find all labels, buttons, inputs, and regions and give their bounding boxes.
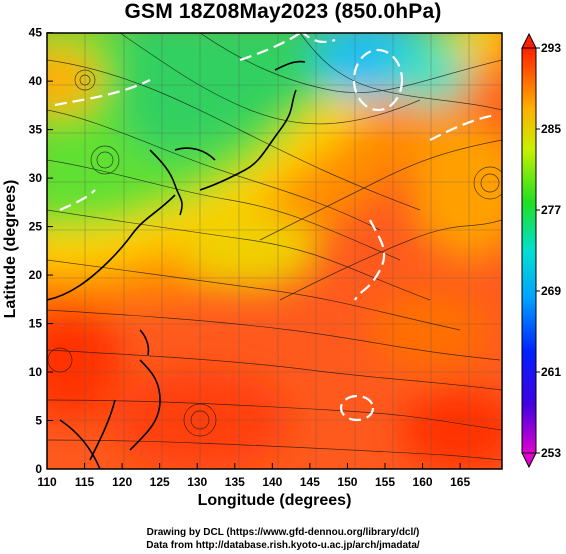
colorbar-label-277: 277 (541, 203, 562, 217)
x-tick-label: 115 (75, 475, 95, 489)
colorbar-bottom-arrow (521, 452, 537, 469)
chart-title: GSM 18Z08May2023 (850.0hPa) (124, 0, 442, 23)
x-tick-label: 160 (413, 475, 433, 489)
x-axis-label: Longitude (degrees) (197, 492, 352, 509)
x-tick-label: 120 (112, 475, 132, 489)
y-tick-label: 30 (29, 171, 43, 185)
x-tick-label: 110 (37, 475, 57, 489)
colorbar-label-293: 293 (541, 41, 562, 55)
y-tick-label: 45 (29, 26, 43, 40)
y-tick-label: 35 (29, 123, 43, 137)
colorbar-label-269: 269 (541, 284, 562, 298)
y-axis-label: Latitude (degrees) (2, 179, 19, 319)
x-tick-label: 155 (375, 475, 395, 489)
x-tick-label: 165 (450, 475, 470, 489)
x-tick-label: 125 (150, 475, 170, 489)
grid-lines (47, 33, 502, 469)
coastline (47, 60, 306, 469)
streamlines (47, 33, 502, 461)
colorbar-ticks (536, 47, 540, 454)
y-tick-label: 5 (35, 414, 42, 428)
y-tick-label: 25 (29, 220, 43, 234)
y-tick-label: 10 (29, 365, 43, 379)
y-tick-label: 40 (29, 74, 43, 88)
x-tick-label: 150 (337, 475, 357, 489)
credit-dcl: Drawing by DCL (https://www.gfd-dennou.o… (146, 527, 420, 538)
x-tick-label: 135 (225, 475, 245, 489)
credit-data-source: Data from http://database.rish.kyoto-u.a… (146, 540, 420, 551)
y-tick-label: 0 (35, 462, 42, 476)
colorbar-label-261: 261 (541, 365, 562, 379)
plot-frame (46, 32, 503, 470)
y-tick-label: 15 (29, 317, 43, 331)
x-axis-ticks: 110 115 120 125 130 135 140 145 150 155 160 165 (37, 463, 470, 489)
colorbar-top-arrow (521, 32, 537, 49)
x-tick-label: 145 (300, 475, 320, 489)
colorbar (521, 47, 537, 454)
x-tick-label: 130 (187, 475, 207, 489)
colorbar-label-285: 285 (541, 122, 562, 136)
temperature-field (47, 33, 502, 469)
y-tick-label: 20 (29, 268, 43, 282)
y-axis-ticks: 0 5 10 15 20 25 30 35 40 45 (29, 26, 53, 476)
contour-lines (54, 33, 496, 422)
colorbar-label-253: 253 (541, 446, 562, 460)
x-tick-label: 140 (262, 475, 282, 489)
